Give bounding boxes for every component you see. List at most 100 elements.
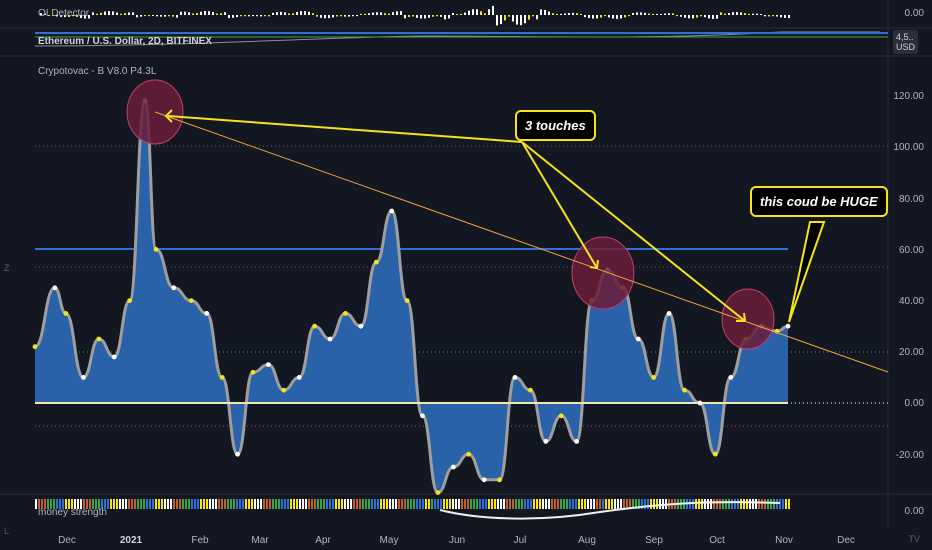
money-bar [722, 499, 724, 509]
oi-bar [760, 13, 762, 15]
main-indicator-label[interactable]: Crypotovac - B V8.0 P4.3L [38, 66, 157, 77]
oi-bar [584, 15, 586, 18]
arrow-to-peak-1[interactable] [167, 115, 523, 143]
oi-bar [700, 15, 702, 17]
oi-bar [76, 15, 78, 17]
area-outline [34, 99, 789, 495]
money-bar [593, 499, 595, 509]
money-bar [551, 499, 553, 509]
oi-bar [780, 15, 782, 18]
signal-dot [635, 336, 641, 342]
oi-bar [416, 15, 418, 18]
oi-bar [576, 13, 578, 15]
money-bar [404, 499, 406, 509]
symbol-title[interactable]: Ethereum / U.S. Dollar, 2D, BITFINEX [38, 36, 212, 47]
money-strength-value: 0.00 [904, 506, 924, 517]
money-bar [167, 499, 169, 509]
money-bar [116, 499, 118, 509]
money-bar [785, 499, 787, 509]
signal-dot [481, 477, 487, 483]
oi-bar [544, 9, 546, 15]
descending-trendline[interactable] [154, 111, 889, 373]
oi-bar [328, 15, 330, 19]
money-bar [107, 499, 109, 509]
oi-bar [116, 12, 118, 15]
callout-huge[interactable]: this coud be HUGE [750, 186, 888, 217]
price-value: 4,5.. [895, 32, 914, 42]
oi-bar [412, 15, 414, 17]
money-bar [623, 499, 625, 509]
corner-z[interactable]: Z [4, 263, 10, 273]
oi-bar [788, 15, 790, 19]
y-tick: 20.00 [898, 347, 924, 358]
money-bar [149, 499, 151, 509]
oi-bar [644, 12, 646, 15]
oi-bar [332, 15, 334, 18]
oi-bar [372, 12, 374, 15]
money-bar [515, 499, 517, 509]
money-bar [335, 499, 337, 509]
x-tick: Feb [191, 535, 209, 546]
tradingview-logo[interactable]: TV [908, 534, 920, 544]
money-bar [695, 499, 697, 509]
oi-bar [68, 15, 70, 17]
oi-bar [252, 15, 254, 17]
oi-bar [48, 15, 50, 17]
signal-dot [497, 477, 502, 483]
oi-bar [312, 13, 314, 15]
money-bar [311, 499, 313, 509]
oi-bar [268, 15, 270, 17]
money-bar [620, 499, 622, 509]
oi-bar [444, 15, 446, 20]
money-bar [293, 499, 295, 509]
money-bar [245, 499, 247, 509]
callout-3-touches[interactable]: 3 touches [515, 110, 596, 141]
money-bar [545, 499, 547, 509]
money-bar [104, 499, 106, 509]
money-bar [137, 499, 139, 509]
money-bar [86, 499, 88, 509]
money-bar [398, 499, 400, 509]
oi-bar [500, 15, 502, 25]
oi-bar [664, 13, 666, 15]
y-tick: 0.00 [904, 398, 924, 409]
money-bar [770, 499, 772, 509]
money-bar [266, 499, 268, 509]
money-bar [362, 499, 364, 509]
money-bar [449, 499, 451, 509]
oi-bar [284, 12, 286, 15]
money-bar [560, 499, 562, 509]
oi-bar [348, 15, 350, 17]
oi-bar [428, 15, 430, 18]
money-bar [659, 499, 661, 509]
arrow-to-peak-2[interactable] [521, 141, 598, 269]
oi-bar [548, 11, 550, 15]
arrow-to-peak-3[interactable] [521, 141, 746, 322]
arrowhead-icon [589, 259, 599, 270]
signal-dot [32, 344, 38, 350]
oi-bar [480, 11, 482, 15]
money-bar [227, 499, 229, 509]
x-tick: Jun [448, 535, 466, 546]
money-bar [575, 499, 577, 509]
oi-bar [336, 15, 338, 17]
money-bar [182, 499, 184, 509]
oi-bar [88, 15, 90, 19]
money-bar [410, 499, 412, 509]
money-bar [479, 499, 481, 509]
money-bar [536, 499, 538, 509]
oi-bar [460, 13, 462, 15]
y-tick: 60.00 [898, 245, 924, 256]
oi-bar [440, 15, 442, 17]
oi-bar [536, 15, 538, 20]
signal-dot [450, 464, 456, 470]
oi-bar [256, 15, 258, 17]
money-bar [773, 499, 775, 509]
corner-l[interactable]: L [4, 526, 10, 536]
money-bar [269, 499, 271, 509]
money-bar [146, 499, 148, 509]
money-strength-label[interactable]: money strength [38, 507, 107, 518]
oi-bar [772, 15, 774, 17]
oi-detector-label[interactable]: OI Detector [38, 8, 90, 19]
